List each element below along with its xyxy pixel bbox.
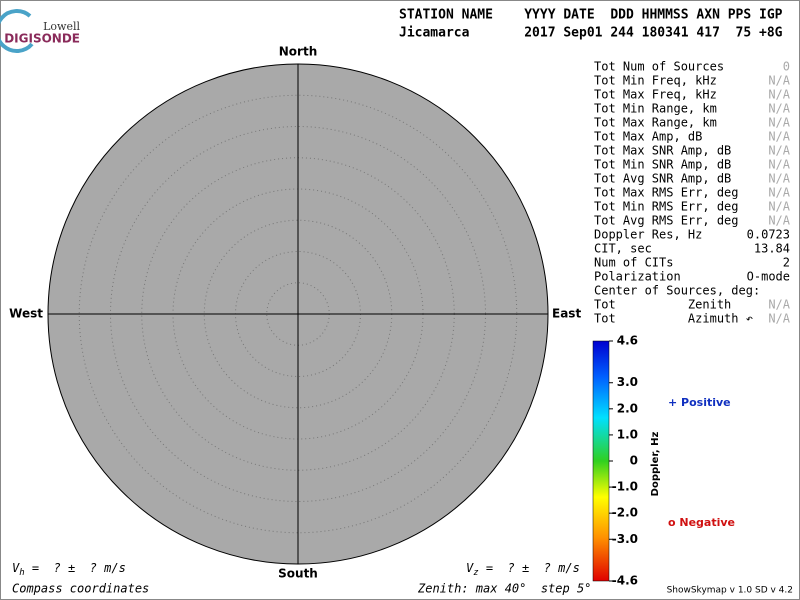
colorbar-ticks: 4.6 3.0 2.0 1.0 0 -1.0 -2.0 -3.0 -4.6 bbox=[609, 334, 638, 588]
vz-symbol: V bbox=[466, 561, 474, 575]
stat-value: 2 bbox=[783, 256, 790, 270]
vh-symbol: V bbox=[12, 561, 20, 575]
stat-label: CIT, sec bbox=[594, 242, 652, 256]
colorbar-tick-label: -3.0 bbox=[612, 532, 638, 546]
footer-zenith: Zenith: max 40° step 5° bbox=[417, 582, 591, 596]
stat-value: N/A bbox=[768, 116, 790, 130]
colorbar-tick-label: -1.0 bbox=[612, 480, 638, 494]
logo-top: Lowell bbox=[43, 20, 80, 33]
compass-label: East bbox=[552, 307, 581, 321]
stat-value: O-mode bbox=[747, 270, 790, 284]
footer-left: Compass coordinates bbox=[12, 582, 149, 596]
colorbar-tick-label: 4.6 bbox=[617, 334, 638, 348]
vh-sub: h bbox=[19, 568, 24, 578]
compass-label: West bbox=[9, 307, 43, 321]
stat-label: Tot Avg RMS Err, deg bbox=[594, 214, 739, 228]
stat-value: N/A bbox=[768, 186, 790, 200]
stat-label: Tot Min Range, km bbox=[594, 102, 717, 116]
colorbar-tick-label: 3.0 bbox=[617, 375, 638, 389]
version: ShowSkymap v 1.0 SD v 4.2 bbox=[667, 586, 793, 596]
vh-text: = ? ± ? m/s bbox=[25, 561, 126, 575]
legend-positive: + Positive bbox=[668, 396, 731, 409]
vz-text: = ? ± ? m/s bbox=[479, 561, 580, 575]
stat-value: N/A bbox=[768, 312, 790, 326]
stat-label: Polarization bbox=[594, 270, 681, 284]
stat-value: N/A bbox=[768, 200, 790, 214]
vz-readout: Vz = ? ± ? m/s bbox=[466, 561, 580, 578]
legend-negative: o Negative bbox=[668, 516, 735, 529]
stat-label: Tot Zenith bbox=[594, 298, 731, 312]
logo-bottom: DIGISONDE bbox=[4, 32, 80, 46]
colorbar-tick-label: -4.6 bbox=[612, 574, 638, 588]
stat-label: Tot Num of Sources bbox=[594, 60, 724, 74]
colorbar-tick-label: 0 bbox=[630, 454, 638, 468]
header-line: Jicamarca 2017 Sep01 244 180341 417 75 +… bbox=[399, 26, 783, 41]
stat-value: N/A bbox=[768, 172, 790, 186]
stat-label: Tot Min Freq, kHz bbox=[594, 74, 717, 88]
colorbar-tick-label: -2.0 bbox=[612, 506, 638, 520]
stat-label: Tot Max SNR Amp, dB bbox=[594, 144, 731, 158]
stat-value: 13.84 bbox=[754, 242, 790, 256]
stat-value: N/A bbox=[768, 102, 790, 116]
stats-table: Tot Num of Sources 0 Tot Min Freq, kHz N/A T… bbox=[594, 60, 791, 326]
header-line: STATION NAME YYYY DATE DDD HHMMSS AXN PP… bbox=[399, 8, 783, 23]
compass-label: North bbox=[279, 45, 317, 59]
vz-sub: z bbox=[473, 568, 478, 578]
stat-value: 0.0723 bbox=[747, 228, 790, 242]
stat-label: Tot Max RMS Err, deg bbox=[594, 186, 739, 200]
stat-label: Tot Min SNR Amp, dB bbox=[594, 158, 731, 172]
stat-value: N/A bbox=[768, 214, 790, 228]
stat-value: N/A bbox=[768, 144, 790, 158]
stat-value: N/A bbox=[768, 158, 790, 172]
stat-label: Tot Azimuth ↶ bbox=[594, 312, 753, 326]
colorbar-title: Doppler, Hz bbox=[650, 432, 661, 497]
stat-label: Tot Avg SNR Amp, dB bbox=[594, 172, 731, 186]
stat-value: N/A bbox=[768, 298, 790, 312]
stat-label: Tot Max Range, km bbox=[594, 116, 717, 130]
compass-label: South bbox=[278, 567, 318, 581]
skymap bbox=[47, 63, 549, 565]
colorbar-tick-label: 1.0 bbox=[617, 427, 638, 441]
stat-value: N/A bbox=[768, 74, 790, 88]
stat-value: N/A bbox=[768, 130, 790, 144]
stat-label: Doppler Res, Hz bbox=[594, 228, 702, 242]
logo-arc bbox=[0, 9, 34, 53]
colorbar bbox=[592, 340, 610, 582]
colorbar-tick-label: 2.0 bbox=[617, 401, 638, 415]
vh-readout: Vh = ? ± ? m/s bbox=[12, 561, 126, 578]
stat-label: Center of Sources, deg: bbox=[594, 284, 760, 298]
stat-label: Num of CITs bbox=[594, 256, 673, 270]
stat-label: Tot Min RMS Err, deg bbox=[594, 200, 739, 214]
stat-label: Tot Max Amp, dB bbox=[594, 130, 702, 144]
stat-value: 0 bbox=[783, 60, 790, 74]
stat-value: N/A bbox=[768, 88, 790, 102]
stat-label: Tot Max Freq, kHz bbox=[594, 88, 717, 102]
